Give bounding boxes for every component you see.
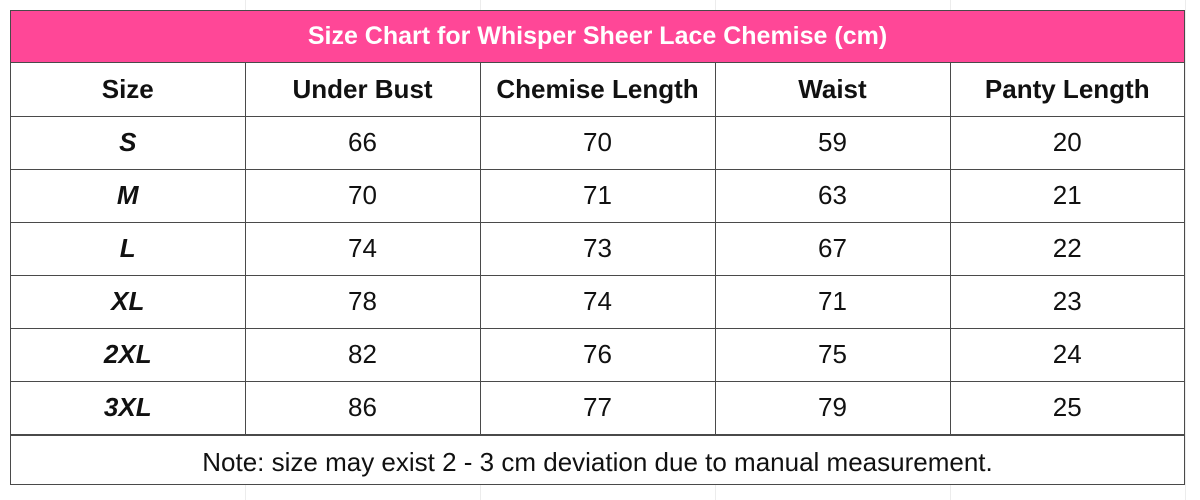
panty-length-cell: 22 [949, 221, 1184, 276]
chemise-length-cell: 77 [479, 380, 716, 435]
header-size: Size [11, 63, 246, 117]
chemise-length-cell: 74 [479, 274, 716, 329]
measurement-note: Note: size may exist 2 - 3 cm deviation … [11, 434, 1184, 489]
header-under-bust: Under Bust [244, 63, 481, 117]
waist-cell: 71 [714, 274, 951, 329]
header-waist: Waist [714, 63, 951, 117]
panty-length-cell: 20 [949, 116, 1184, 170]
table-row: L 74 73 67 22 [11, 221, 1184, 276]
waist-cell: 75 [714, 327, 951, 382]
size-cell: M [11, 168, 246, 223]
header-chemise-length: Chemise Length [479, 63, 716, 117]
table-row: XL 78 74 71 23 [11, 274, 1184, 329]
under-bust-cell: 66 [244, 116, 481, 170]
size-table: Size Under Bust Chemise Length Waist Pan… [11, 63, 1184, 435]
chemise-length-cell: 73 [479, 221, 716, 276]
chemise-length-cell: 76 [479, 327, 716, 382]
panty-length-cell: 24 [949, 327, 1184, 382]
size-cell: S [11, 116, 246, 170]
chemise-length-cell: 70 [479, 116, 716, 170]
waist-cell: 79 [714, 380, 951, 435]
panty-length-cell: 25 [949, 380, 1184, 435]
table-row: M 70 71 63 21 [11, 168, 1184, 223]
under-bust-cell: 74 [244, 221, 481, 276]
size-cell: L [11, 221, 246, 276]
header-row: Size Under Bust Chemise Length Waist Pan… [11, 63, 1184, 117]
size-cell: XL [11, 274, 246, 329]
size-cell: 3XL [11, 380, 246, 435]
under-bust-cell: 78 [244, 274, 481, 329]
table-row: 2XL 82 76 75 24 [11, 327, 1184, 382]
panty-length-cell: 23 [949, 274, 1184, 329]
waist-cell: 67 [714, 221, 951, 276]
under-bust-cell: 70 [244, 168, 481, 223]
chart-title: Size Chart for Whisper Sheer Lace Chemis… [11, 11, 1184, 63]
panty-length-cell: 21 [949, 168, 1184, 223]
chemise-length-cell: 71 [479, 168, 716, 223]
table-row: S 66 70 59 20 [11, 116, 1184, 170]
waist-cell: 59 [714, 116, 951, 170]
under-bust-cell: 82 [244, 327, 481, 382]
header-panty-length: Panty Length [949, 63, 1184, 117]
waist-cell: 63 [714, 168, 951, 223]
size-chart: Size Chart for Whisper Sheer Lace Chemis… [10, 10, 1185, 485]
under-bust-cell: 86 [244, 380, 481, 435]
size-cell: 2XL [11, 327, 246, 382]
table-row: 3XL 86 77 79 25 [11, 380, 1184, 435]
